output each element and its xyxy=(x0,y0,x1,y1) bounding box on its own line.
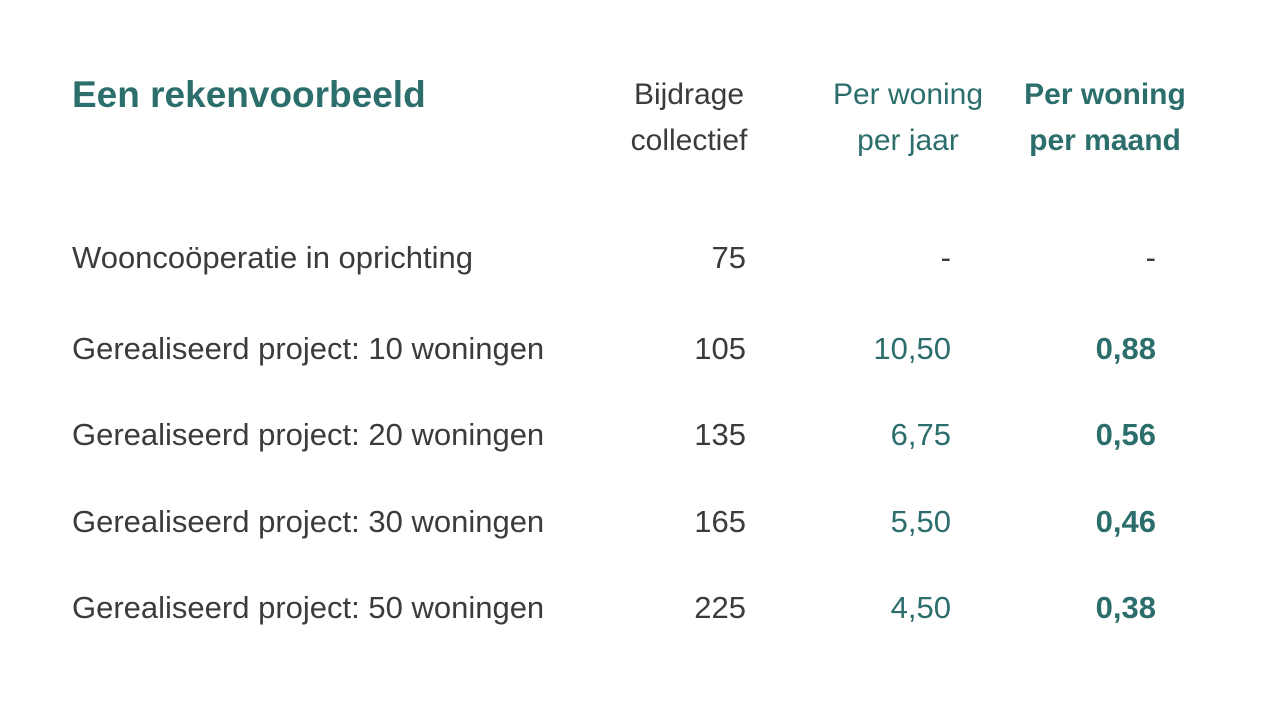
header-per-year-line-2: per jaar xyxy=(857,124,959,157)
header-contribution-line-1: Bijdrage xyxy=(633,78,745,111)
header-contribution: Bijdrage collectief xyxy=(610,72,768,164)
header-per-year-line-1: Per woning xyxy=(832,78,984,111)
header-per-month-line-2: per maand xyxy=(1029,124,1181,157)
table-row: Gerealiseerd project: 10 woningen 105 10… xyxy=(0,324,1280,374)
row-per-month: 0,56 xyxy=(1095,417,1156,452)
row-label: Gerealiseerd project: 30 woningen xyxy=(72,504,545,539)
row-label: Gerealiseerd project: 50 woningen xyxy=(72,590,545,625)
table-row: Gerealiseerd project: 20 woningen 135 6,… xyxy=(0,410,1280,460)
row-label: Gerealiseerd project: 20 woningen xyxy=(72,417,545,452)
row-contribution: 75 xyxy=(711,240,746,275)
row-contribution: 105 xyxy=(694,331,746,366)
row-per-month: 0,88 xyxy=(1095,331,1156,366)
row-per-month: 0,46 xyxy=(1095,504,1156,539)
row-per-year: 6,75 xyxy=(890,417,951,452)
header-per-month-line-1: Per woning xyxy=(1024,78,1186,111)
header-per-month: Per woning per maand xyxy=(1012,72,1198,164)
header-per-year: Per woning per jaar xyxy=(818,72,998,164)
row-label: Gerealiseerd project: 10 woningen xyxy=(72,331,545,366)
row-label: Wooncoöperatie in oprichting xyxy=(72,240,473,275)
table-row: Gerealiseerd project: 50 woningen 225 4,… xyxy=(0,583,1280,633)
row-per-year: 4,50 xyxy=(890,590,951,625)
row-per-year: 5,50 xyxy=(890,504,951,539)
row-contribution: 135 xyxy=(694,417,746,452)
table-row: Wooncoöperatie in oprichting 75 - - xyxy=(0,233,1280,283)
row-per-month: 0,38 xyxy=(1095,590,1156,625)
row-contribution: 165 xyxy=(694,504,746,539)
row-contribution: 225 xyxy=(694,590,746,625)
header-contribution-line-2: collectief xyxy=(630,124,748,157)
row-per-year: - xyxy=(940,240,951,275)
row-per-month: - xyxy=(1145,240,1156,275)
page-title: Een rekenvoorbeeld xyxy=(72,74,426,115)
table-row: Gerealiseerd project: 30 woningen 165 5,… xyxy=(0,497,1280,547)
row-per-year: 10,50 xyxy=(873,331,951,366)
